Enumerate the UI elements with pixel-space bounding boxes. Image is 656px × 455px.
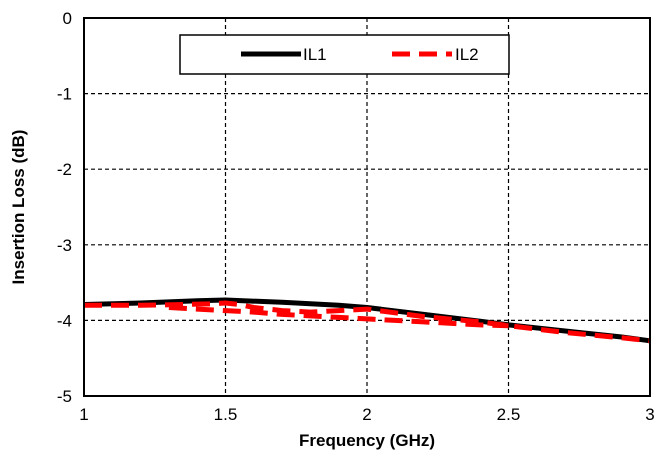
y-tick-label: -3 (57, 236, 72, 255)
x-tick-label: 1.5 (214, 405, 238, 424)
y-axis-label: Insertion Loss (dB) (9, 130, 28, 285)
plot-frame (83, 17, 651, 397)
x-tick-label: 1 (79, 405, 88, 424)
legend-il1-label: IL1 (303, 45, 327, 64)
x-tick-label: 2.5 (497, 405, 521, 424)
y-tick-label: -4 (57, 311, 72, 330)
tick-labels: 1 1.5 2 2.5 3 0 -1 -2 -3 -4 -5 (57, 9, 655, 424)
x-tick-label: 3 (645, 405, 654, 424)
legend-il2-label: IL2 (455, 45, 479, 64)
legend: IL1 IL2 (179, 34, 510, 75)
series-line-2 (84, 300, 651, 344)
y-tick-label: -2 (57, 160, 72, 179)
legend-box (179, 34, 510, 75)
x-axis-label: Frequency (GHz) (299, 431, 435, 450)
series-group (83, 297, 651, 344)
x-tick-label: 2 (362, 405, 371, 424)
y-tick-label: -5 (57, 387, 72, 406)
series-line-3 (168, 305, 509, 329)
y-tick-label: -1 (57, 85, 72, 104)
y-tick-label: 0 (63, 9, 72, 28)
